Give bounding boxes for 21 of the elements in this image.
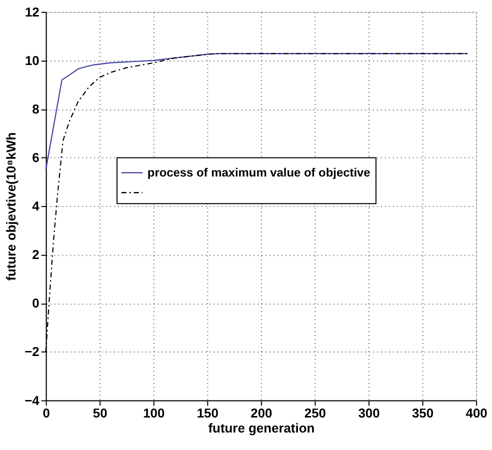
x-tick-label: 0 bbox=[42, 406, 50, 421]
x-tick-label: 350 bbox=[412, 406, 434, 421]
x-tick-label: 400 bbox=[466, 406, 488, 421]
x-tick-label: 300 bbox=[358, 406, 380, 421]
y-tick-label: 0 bbox=[32, 296, 40, 311]
legend-label: process of maximum value of objective bbox=[147, 166, 371, 180]
y-tick-label: 8 bbox=[32, 101, 40, 116]
x-tick-label: 200 bbox=[250, 406, 272, 421]
y-tick-label: 6 bbox=[32, 150, 40, 165]
y-tick-label: 4 bbox=[32, 198, 40, 214]
x-tick-label: 250 bbox=[304, 406, 326, 421]
x-tick-label: 50 bbox=[92, 406, 108, 421]
x-tick-label: 150 bbox=[196, 406, 218, 421]
y-tick-label: −2 bbox=[24, 344, 40, 360]
y-tick-label: −4 bbox=[24, 392, 40, 408]
y-axis-title: future objevtive(10⁸kWh bbox=[4, 132, 19, 281]
x-tick-label: 100 bbox=[143, 406, 165, 421]
x-axis-title: future generation bbox=[208, 420, 315, 436]
y-tick-label: 2 bbox=[32, 247, 40, 262]
y-tick-label: 10 bbox=[24, 52, 40, 68]
y-tick-label: 12 bbox=[24, 4, 40, 20]
